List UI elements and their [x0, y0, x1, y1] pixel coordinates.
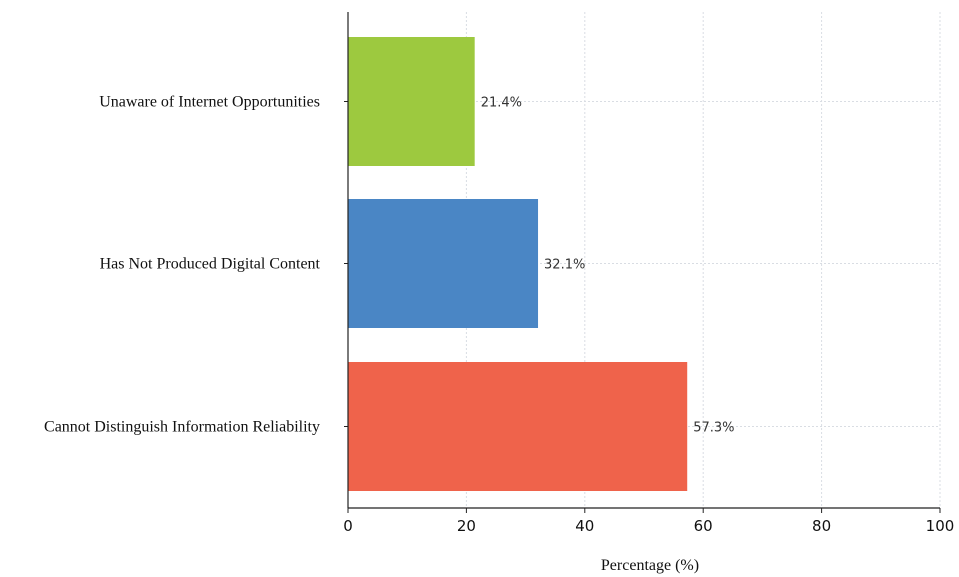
bar-2: [348, 362, 688, 491]
axes: [347, 12, 940, 509]
value-label-1: 32.1%: [544, 258, 585, 273]
x-tick-label-3: 60: [694, 517, 713, 535]
category-label-1: Has Not Produced Digital Content: [100, 256, 321, 273]
category-label-2: Cannot Distinguish Information Reliabili…: [44, 419, 320, 436]
x-tick-label-4: 80: [812, 517, 831, 535]
bars: [348, 37, 688, 491]
category-label-0: Unaware of Internet Opportunities: [99, 94, 320, 111]
value-label-2: 57.3%: [693, 421, 734, 436]
x-ticks: 0 20 40 60 80 100: [343, 508, 954, 535]
x-tick-label-5: 100: [926, 517, 955, 535]
bar-1: [348, 199, 539, 328]
category-labels: Unaware of Internet Opportunities Has Not…: [44, 94, 348, 436]
value-labels: 21.4% 32.1% 57.3%: [481, 96, 735, 436]
x-tick-label-0: 0: [343, 517, 353, 535]
value-label-0: 21.4%: [481, 96, 522, 111]
x-tick-label-2: 40: [575, 517, 594, 535]
x-tick-label-1: 20: [457, 517, 476, 535]
x-axis-title: Percentage (%): [601, 557, 699, 574]
bar-0: [348, 37, 475, 166]
